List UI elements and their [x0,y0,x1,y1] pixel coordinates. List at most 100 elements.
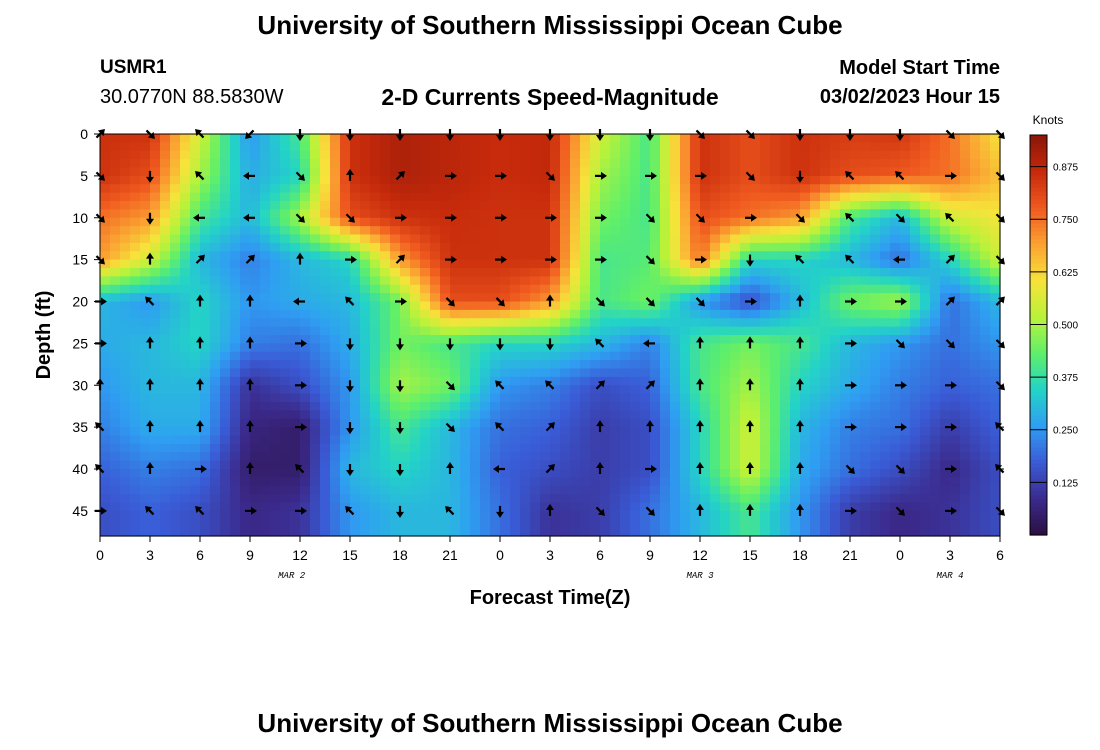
heatmap-cell [730,351,741,361]
heatmap-cell [310,150,321,160]
heatmap-cell [980,142,991,152]
heatmap-cell [740,519,751,529]
heatmap-cell [590,184,601,194]
heatmap-cell [580,301,591,311]
heatmap-cell [160,427,171,437]
heatmap-cell [970,368,981,378]
heatmap-cell [910,159,921,169]
heatmap-cell [760,435,771,445]
heatmap-cell [630,402,641,411]
heatmap-cell [660,226,671,236]
heatmap-cell [810,376,821,386]
heatmap-cell [400,502,411,512]
heatmap-cell [460,494,471,504]
heatmap-cell [500,276,511,286]
heatmap-cell [840,309,851,319]
heatmap-cell [400,142,411,152]
heatmap-cell [380,385,391,395]
heatmap-cell [180,268,191,277]
heatmap-cell [520,393,531,403]
heatmap-cell [630,167,641,177]
current-arrow [245,254,255,264]
heatmap-cell [680,301,691,311]
heatmap-cell [360,427,371,437]
current-arrow [446,338,454,351]
heatmap-cell [640,142,651,152]
heatmap-cell [920,201,931,210]
heatmap-cell [910,443,921,453]
heatmap-cell [240,184,251,194]
heatmap-cell [840,159,851,169]
heatmap-cell [900,175,911,185]
heatmap-cell [850,494,861,504]
heatmap-cell [320,293,331,303]
heatmap-cell [660,343,671,353]
heatmap-cell [790,234,801,244]
heatmap-cell [180,351,191,361]
heatmap-cell [200,326,211,336]
heatmap-cell [140,251,151,261]
heatmap-cell [750,268,761,277]
heatmap-cell [200,234,211,244]
heatmap-cell [230,343,241,353]
heatmap-cell [830,494,841,504]
current-arrow [595,506,605,516]
heatmap-cell [840,192,851,202]
heatmap-cell [250,251,261,261]
heatmap-cell [380,402,391,411]
heatmap-cell [230,175,241,185]
heatmap-cell [400,293,411,303]
heatmap-cell [320,217,331,227]
y-tick-label: 10 [72,210,88,226]
heatmap-cell [270,402,281,411]
heatmap-cell [550,293,561,303]
heatmap-cell [730,460,741,470]
heatmap-cell [680,477,691,487]
heatmap-cell [170,393,181,403]
heatmap-cell [860,134,871,143]
heatmap-cell [750,376,761,386]
heatmap-cell [340,519,351,529]
heatmap-cell [360,418,371,428]
heatmap-cell [280,427,291,437]
heatmap-cell [530,376,541,386]
heatmap-cell [890,318,901,328]
heatmap-cell [690,335,701,344]
heatmap-cell [430,452,441,462]
heatmap-cell [720,469,731,478]
heatmap-cell [560,318,571,328]
heatmap-cell [340,368,351,378]
heatmap-cell [140,276,151,286]
heatmap-cell [580,435,591,445]
heatmap-cell [600,226,611,236]
heatmap-cell [290,293,301,303]
heatmap-cell [760,385,771,395]
heatmap-cell [660,510,671,520]
heatmap-cell [950,469,961,478]
heatmap-cell [180,435,191,445]
heatmap-cell [310,519,321,529]
heatmap-cell [140,485,151,495]
heatmap-cell [740,192,751,202]
heatmap-cell [100,318,111,328]
heatmap-cell [740,159,751,169]
current-arrow [446,462,454,474]
heatmap-cell [600,527,611,537]
heatmap-cell [330,360,341,370]
heatmap-cell [890,134,901,143]
heatmap-cell [140,427,151,437]
heatmap-cell [660,134,671,143]
heatmap-cell [550,301,561,311]
heatmap-cell [980,393,991,403]
heatmap-cell [700,301,711,311]
heatmap-cell [420,376,431,386]
heatmap-cell [200,360,211,370]
heatmap-cell [560,360,571,370]
heatmap-cell [200,150,211,160]
heatmap-cell [740,469,751,478]
heatmap-cell [240,510,251,520]
heatmap-cell [690,326,701,336]
heatmap-cell [180,418,191,428]
heatmap-cell [750,150,761,160]
heatmap-cell [800,435,811,445]
